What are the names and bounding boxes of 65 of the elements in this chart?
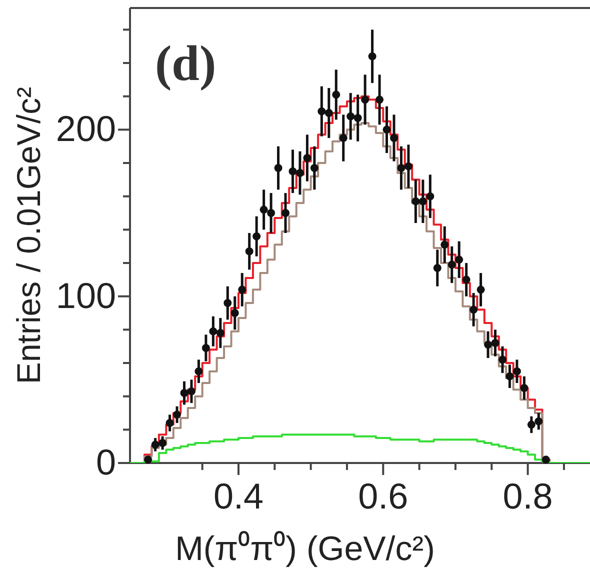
y-tick-label: 200 — [56, 108, 116, 150]
point — [382, 126, 391, 134]
point — [390, 134, 398, 142]
point — [202, 344, 210, 352]
point — [173, 410, 182, 419]
point — [470, 306, 478, 314]
x-tick-label: 0.8 — [502, 476, 553, 517]
point — [267, 209, 276, 217]
point — [296, 169, 304, 177]
point — [397, 164, 406, 172]
point — [230, 309, 239, 317]
point — [361, 96, 370, 104]
point — [462, 276, 470, 284]
x-axis-title: M(π⁰π⁰) (GeV/c²) — [175, 530, 435, 568]
point — [332, 90, 340, 99]
point — [288, 167, 297, 176]
x-tick-label: 0.4 — [213, 476, 264, 517]
point — [542, 456, 550, 464]
y-tick-label: 100 — [56, 274, 116, 316]
point — [426, 192, 434, 200]
point — [318, 107, 326, 116]
point — [534, 417, 543, 426]
point — [433, 264, 442, 272]
y-tick-label: 0 — [96, 442, 116, 483]
point — [418, 197, 427, 206]
x-tick-label: 0.6 — [358, 476, 408, 517]
point — [180, 389, 188, 397]
point — [346, 112, 355, 120]
point — [455, 256, 464, 264]
point — [412, 197, 420, 206]
point — [527, 420, 536, 429]
point — [440, 240, 449, 249]
point — [158, 439, 167, 447]
point — [476, 286, 485, 294]
point — [339, 134, 348, 142]
point — [238, 286, 246, 294]
point — [274, 164, 282, 172]
point — [144, 456, 152, 464]
point — [216, 329, 224, 337]
annotation: (d) — [155, 35, 216, 91]
point — [260, 206, 268, 214]
point — [245, 247, 254, 256]
point — [252, 232, 261, 240]
point — [310, 164, 318, 172]
y-axis-title: Entries / 0.01GeV/c² — [10, 86, 47, 384]
point — [166, 419, 174, 427]
point — [491, 339, 500, 347]
point — [303, 154, 312, 162]
point — [512, 367, 521, 376]
point — [282, 209, 290, 217]
point — [187, 387, 196, 396]
point — [448, 260, 456, 269]
point — [354, 114, 362, 122]
point — [368, 52, 376, 60]
point — [194, 367, 203, 376]
point — [151, 440, 160, 449]
point — [209, 327, 218, 336]
point — [506, 372, 514, 380]
point — [404, 162, 412, 170]
point — [520, 384, 528, 392]
point — [324, 109, 333, 117]
point — [224, 299, 232, 307]
point — [376, 96, 384, 104]
point — [498, 356, 506, 364]
point — [484, 340, 492, 349]
